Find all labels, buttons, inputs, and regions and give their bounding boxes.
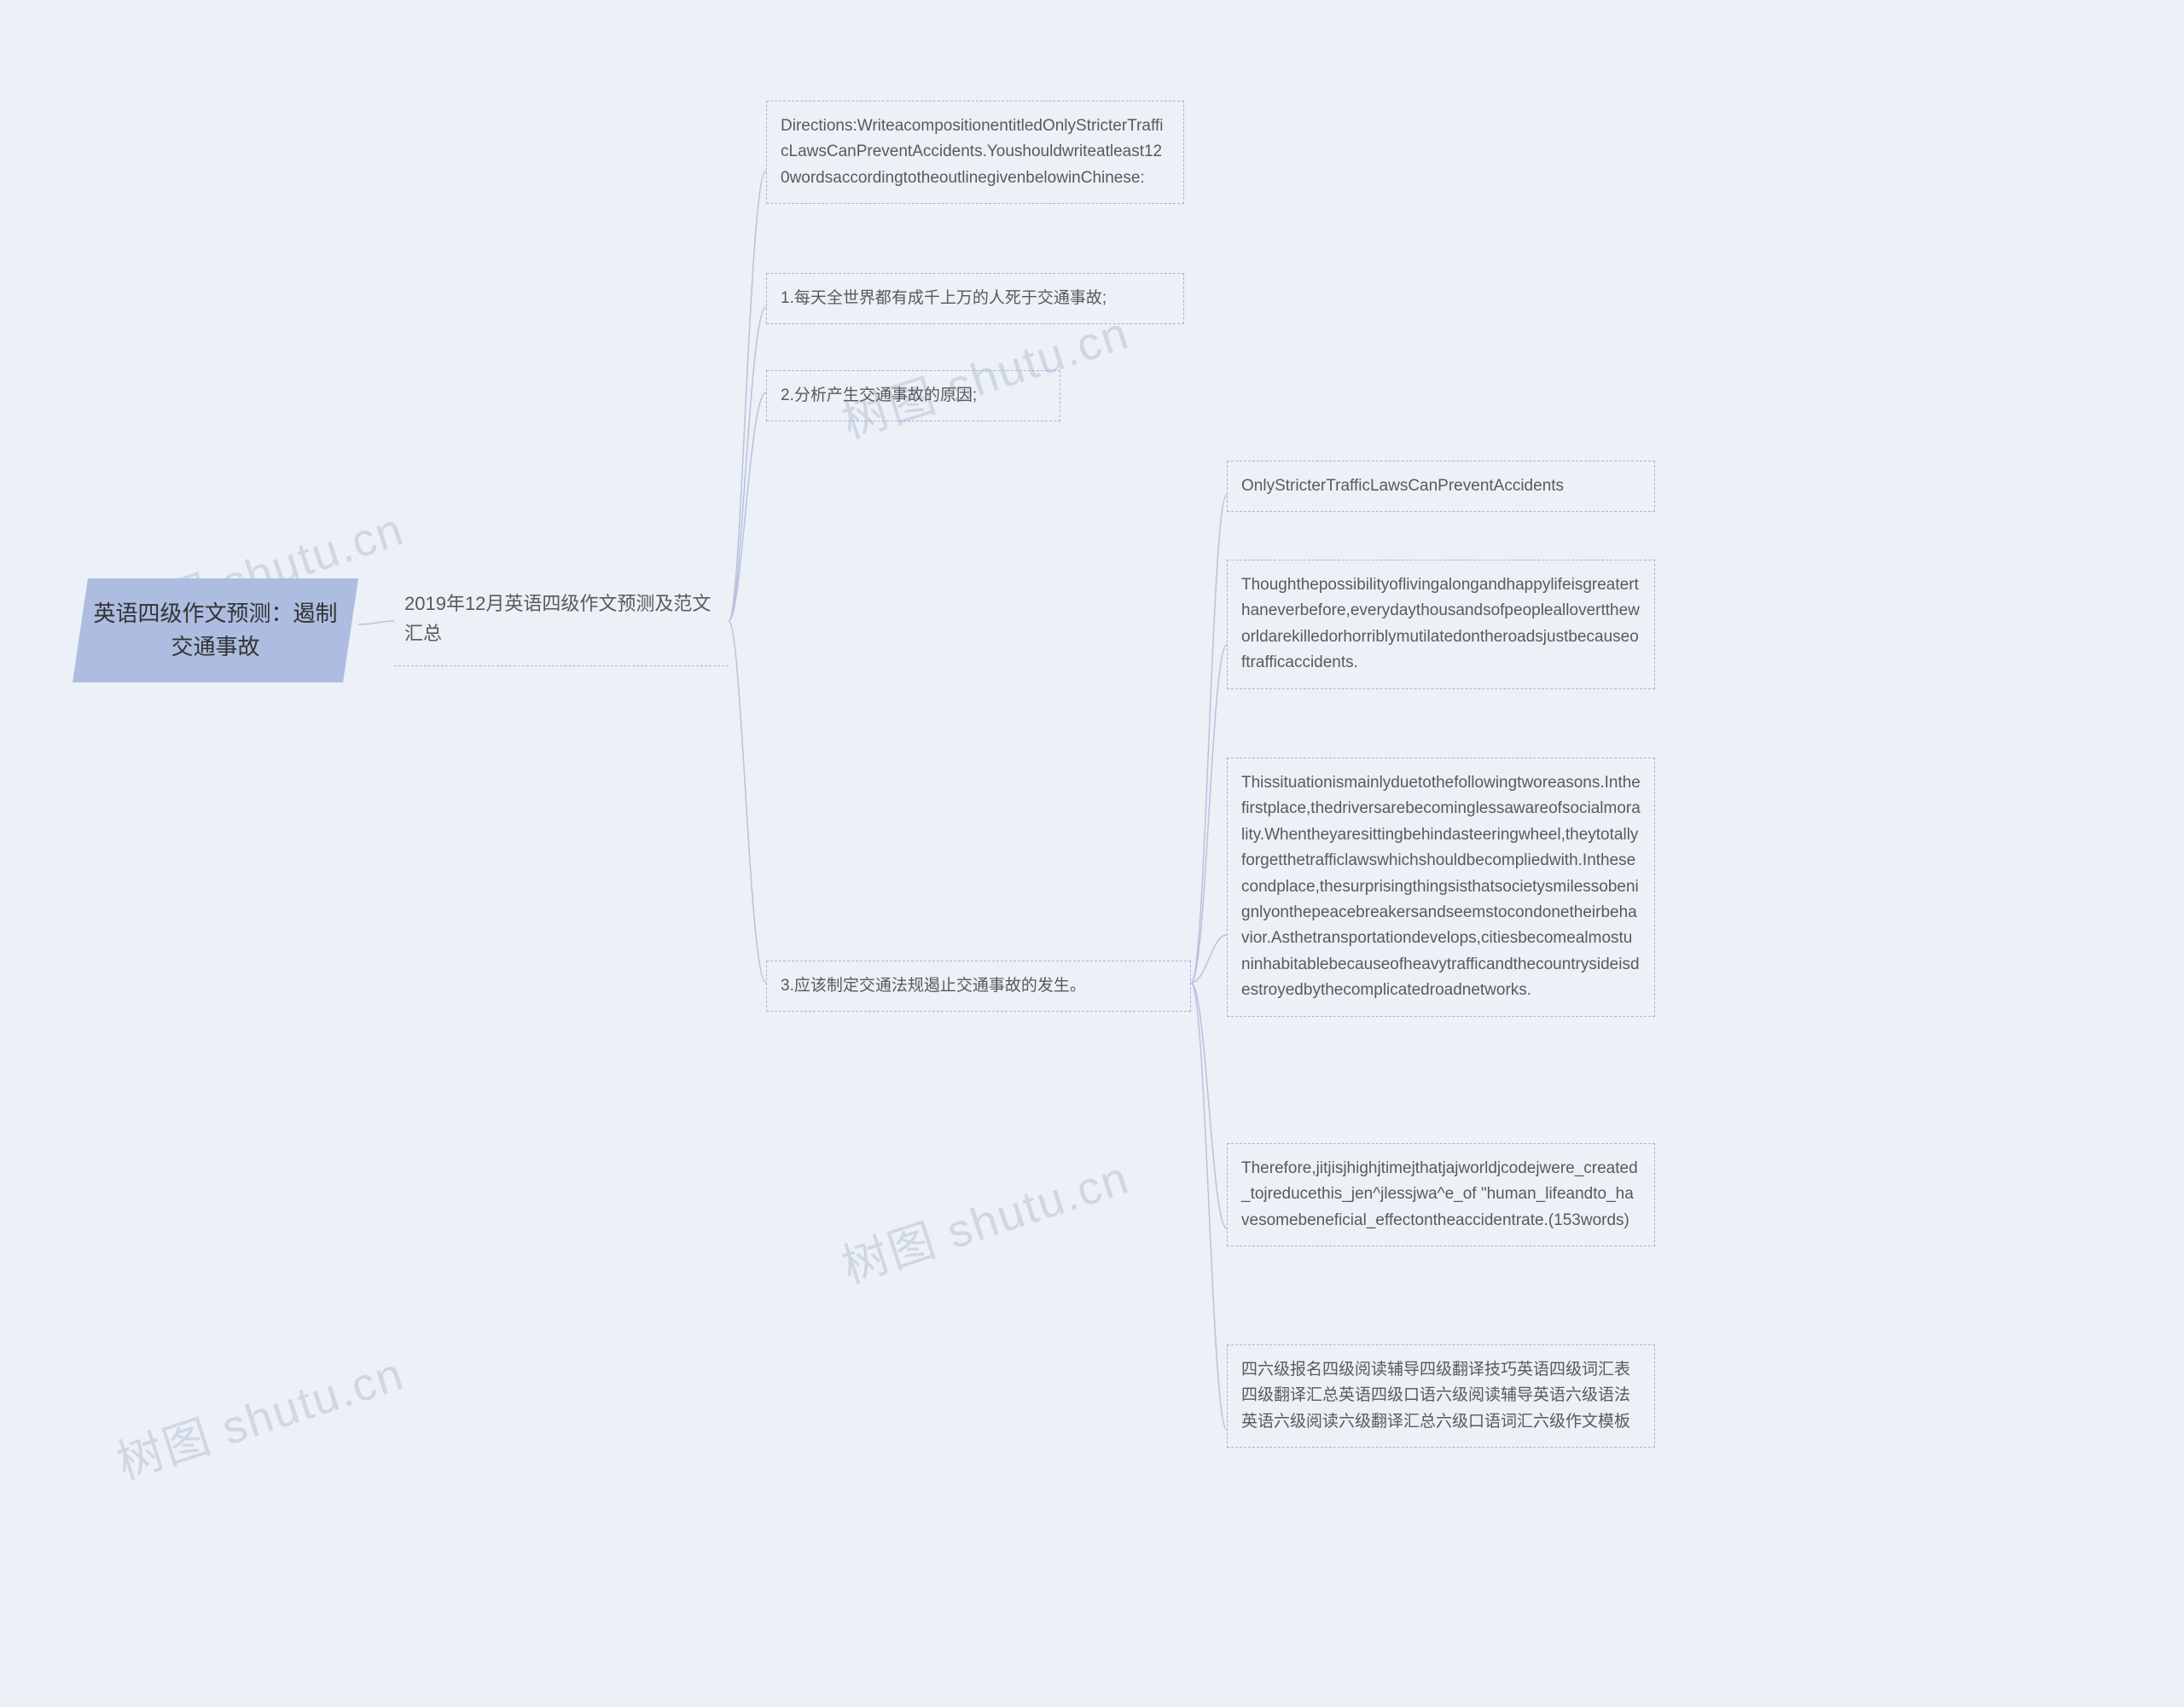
root-text-line1: 英语四级作文预测：遏制: [93, 601, 337, 626]
mindmap-root[interactable]: 英语四级作文预测：遏制 交通事故: [73, 578, 358, 682]
mindmap-leaf[interactable]: 3.应该制定交通法规遏止交通事故的发生。: [766, 961, 1191, 1012]
mindmap-branch-level1[interactable]: 2019年12月英语四级作文预测及范文汇总: [394, 580, 729, 666]
mindmap-leaf[interactable]: Therefore,jitjisjhighjtimejthatjajworldj…: [1227, 1143, 1655, 1246]
mindmap-connectors: [0, 0, 2184, 1707]
mindmap-leaf[interactable]: Thoughthepossibilityoflivingalongandhapp…: [1227, 560, 1655, 689]
mindmap-leaf[interactable]: OnlyStricterTrafficLawsCanPreventAcciden…: [1227, 461, 1655, 512]
watermark: 树图 shutu.cn: [833, 1140, 1136, 1296]
mindmap-leaf[interactable]: Thissituationismainlyduetothefollowingtw…: [1227, 758, 1655, 1017]
mindmap-leaf[interactable]: Directions:WriteacompositionentitledOnly…: [766, 101, 1184, 204]
root-text-line2: 交通事故: [171, 634, 259, 659]
mindmap-leaf[interactable]: 1.每天全世界都有成千上万的人死于交通事故;: [766, 273, 1184, 324]
mindmap-leaf[interactable]: 四六级报名四级阅读辅导四级翻译技巧英语四级词汇表四级翻译汇总英语四级口语六级阅读…: [1227, 1344, 1655, 1448]
watermark: 树图 shutu.cn: [107, 1336, 411, 1492]
mindmap-leaf[interactable]: 2.分析产生交通事故的原因;: [766, 370, 1060, 421]
